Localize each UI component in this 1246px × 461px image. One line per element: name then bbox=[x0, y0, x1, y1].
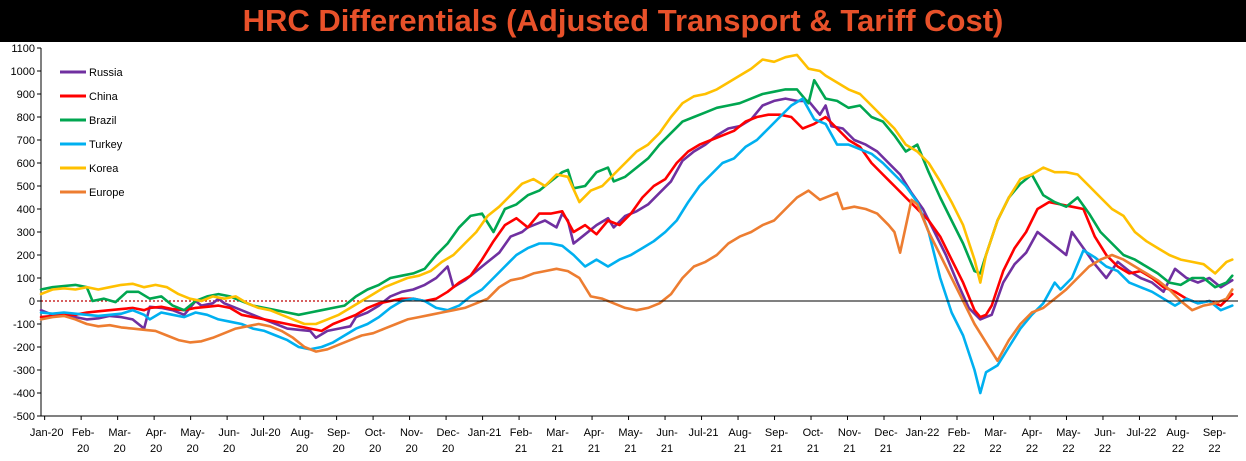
y-tick-label: 700 bbox=[17, 135, 35, 147]
x-tick-label-year: 22 bbox=[989, 443, 1001, 455]
x-tick-label: Jun- bbox=[1094, 427, 1116, 439]
x-tick-label: Feb- bbox=[948, 427, 971, 439]
x-tick-label: Feb- bbox=[510, 427, 533, 439]
x-axis-ticks: Jan-20 Feb- 20 Mar- 20 Apr- 20 May- 20 Jun- 20 Jul-… bbox=[30, 416, 1227, 455]
y-tick-label: -100 bbox=[13, 319, 35, 331]
y-tick-label: -400 bbox=[13, 388, 35, 400]
x-tick-label: Oct- bbox=[365, 427, 386, 439]
y-tick-label: 100 bbox=[17, 273, 35, 285]
x-tick-label: Aug- bbox=[290, 427, 314, 439]
x-tick-label-year: 20 bbox=[114, 443, 126, 455]
y-tick-label: 900 bbox=[17, 89, 35, 101]
x-tick-label: Dec- bbox=[874, 427, 898, 439]
x-tick-label-year: 20 bbox=[369, 443, 381, 455]
series-line-china bbox=[39, 113, 1234, 333]
x-tick-label: Feb- bbox=[72, 427, 95, 439]
y-tick-label: 800 bbox=[17, 112, 35, 124]
x-tick-label: Jun- bbox=[218, 427, 240, 439]
x-tick-label-year: 22 bbox=[1208, 443, 1220, 455]
x-tick-label: Jul-20 bbox=[251, 427, 281, 439]
y-tick-label: -500 bbox=[13, 411, 35, 423]
y-tick-label: -300 bbox=[13, 365, 35, 377]
x-tick-label-year: 22 bbox=[953, 443, 965, 455]
legend-label-china: China bbox=[89, 91, 119, 103]
x-tick-label: Nov- bbox=[400, 427, 424, 439]
legend-label-russia: Russia bbox=[89, 67, 124, 79]
series-line-korea bbox=[39, 53, 1234, 326]
legend-label-europe: Europe bbox=[89, 187, 124, 199]
x-tick-label: Dec- bbox=[436, 427, 460, 439]
y-axis-ticks: 110010009008007006005004003002001000-100… bbox=[11, 43, 41, 423]
y-tick-label: 400 bbox=[17, 204, 35, 216]
x-tick-label-year: 21 bbox=[515, 443, 527, 455]
x-tick-label: Jan-22 bbox=[906, 427, 940, 439]
x-tick-label-year: 21 bbox=[734, 443, 746, 455]
y-tick-label: 600 bbox=[17, 158, 35, 170]
x-tick-label-year: 20 bbox=[442, 443, 454, 455]
x-tick-label: May- bbox=[180, 427, 205, 439]
legend-label-korea: Korea bbox=[89, 163, 119, 175]
x-tick-label: Aug- bbox=[1166, 427, 1190, 439]
x-tick-label-year: 21 bbox=[807, 443, 819, 455]
x-tick-label-year: 21 bbox=[588, 443, 600, 455]
x-tick-label: Nov- bbox=[838, 427, 862, 439]
x-tick-label: Jan-20 bbox=[30, 427, 64, 439]
x-tick-label-year: 22 bbox=[1062, 443, 1074, 455]
x-tick-label-year: 20 bbox=[150, 443, 162, 455]
x-tick-label-year: 20 bbox=[187, 443, 199, 455]
x-tick-label: Jul-21 bbox=[689, 427, 719, 439]
series-line-europe bbox=[39, 189, 1234, 363]
x-tick-label: Jul-22 bbox=[1126, 427, 1156, 439]
x-tick-label-year: 20 bbox=[405, 443, 417, 455]
chart-title-bar: HRC Differentials (Adjusted Transport & … bbox=[0, 0, 1246, 42]
x-tick-label-year: 22 bbox=[1172, 443, 1184, 455]
x-tick-label-year: 21 bbox=[624, 443, 636, 455]
x-tick-label: May- bbox=[1056, 427, 1081, 439]
x-tick-label: Jun- bbox=[656, 427, 678, 439]
legend: Russia China Brazil Turkey Korea Europe bbox=[60, 67, 124, 199]
x-tick-label-year: 21 bbox=[551, 443, 563, 455]
x-tick-label: Sep- bbox=[765, 427, 789, 439]
series-line-russia bbox=[39, 97, 1234, 340]
x-tick-label: Mar- bbox=[984, 427, 1007, 439]
x-tick-label-year: 20 bbox=[223, 443, 235, 455]
x-tick-label: Sep- bbox=[327, 427, 351, 439]
x-tick-label-year: 20 bbox=[77, 443, 89, 455]
x-tick-label-year: 21 bbox=[770, 443, 782, 455]
y-tick-label: 1100 bbox=[11, 43, 35, 55]
x-tick-label: Apr- bbox=[584, 427, 605, 439]
x-tick-label: Oct- bbox=[803, 427, 824, 439]
legend-label-turkey: Turkey bbox=[89, 139, 123, 151]
legend-label-brazil: Brazil bbox=[89, 115, 117, 127]
x-tick-label-year: 20 bbox=[332, 443, 344, 455]
x-tick-label: May- bbox=[618, 427, 643, 439]
x-tick-label: Apr- bbox=[146, 427, 167, 439]
x-tick-label: Apr- bbox=[1022, 427, 1043, 439]
chart-background bbox=[0, 42, 1246, 461]
x-tick-label-year: 22 bbox=[1026, 443, 1038, 455]
y-tick-label: 500 bbox=[17, 181, 35, 193]
y-tick-label: 300 bbox=[17, 227, 35, 239]
x-tick-label: Aug- bbox=[728, 427, 752, 439]
x-tick-label: Jan-21 bbox=[468, 427, 502, 439]
y-tick-label: 1000 bbox=[11, 66, 35, 78]
x-tick-label: Sep- bbox=[1203, 427, 1227, 439]
y-tick-label: 200 bbox=[17, 250, 35, 262]
x-tick-label: Mar- bbox=[108, 427, 131, 439]
y-tick-label: 0 bbox=[29, 296, 35, 308]
x-tick-label-year: 21 bbox=[843, 443, 855, 455]
x-tick-label-year: 21 bbox=[880, 443, 892, 455]
line-chart: 110010009008007006005004003002001000-100… bbox=[0, 42, 1246, 461]
y-tick-label: -200 bbox=[13, 342, 35, 354]
x-tick-label-year: 20 bbox=[296, 443, 308, 455]
x-tick-label-year: 22 bbox=[1099, 443, 1111, 455]
x-tick-label: Mar- bbox=[546, 427, 569, 439]
chart-title: HRC Differentials (Adjusted Transport & … bbox=[242, 3, 1004, 38]
x-tick-label-year: 21 bbox=[661, 443, 673, 455]
series-lines bbox=[39, 53, 1234, 395]
